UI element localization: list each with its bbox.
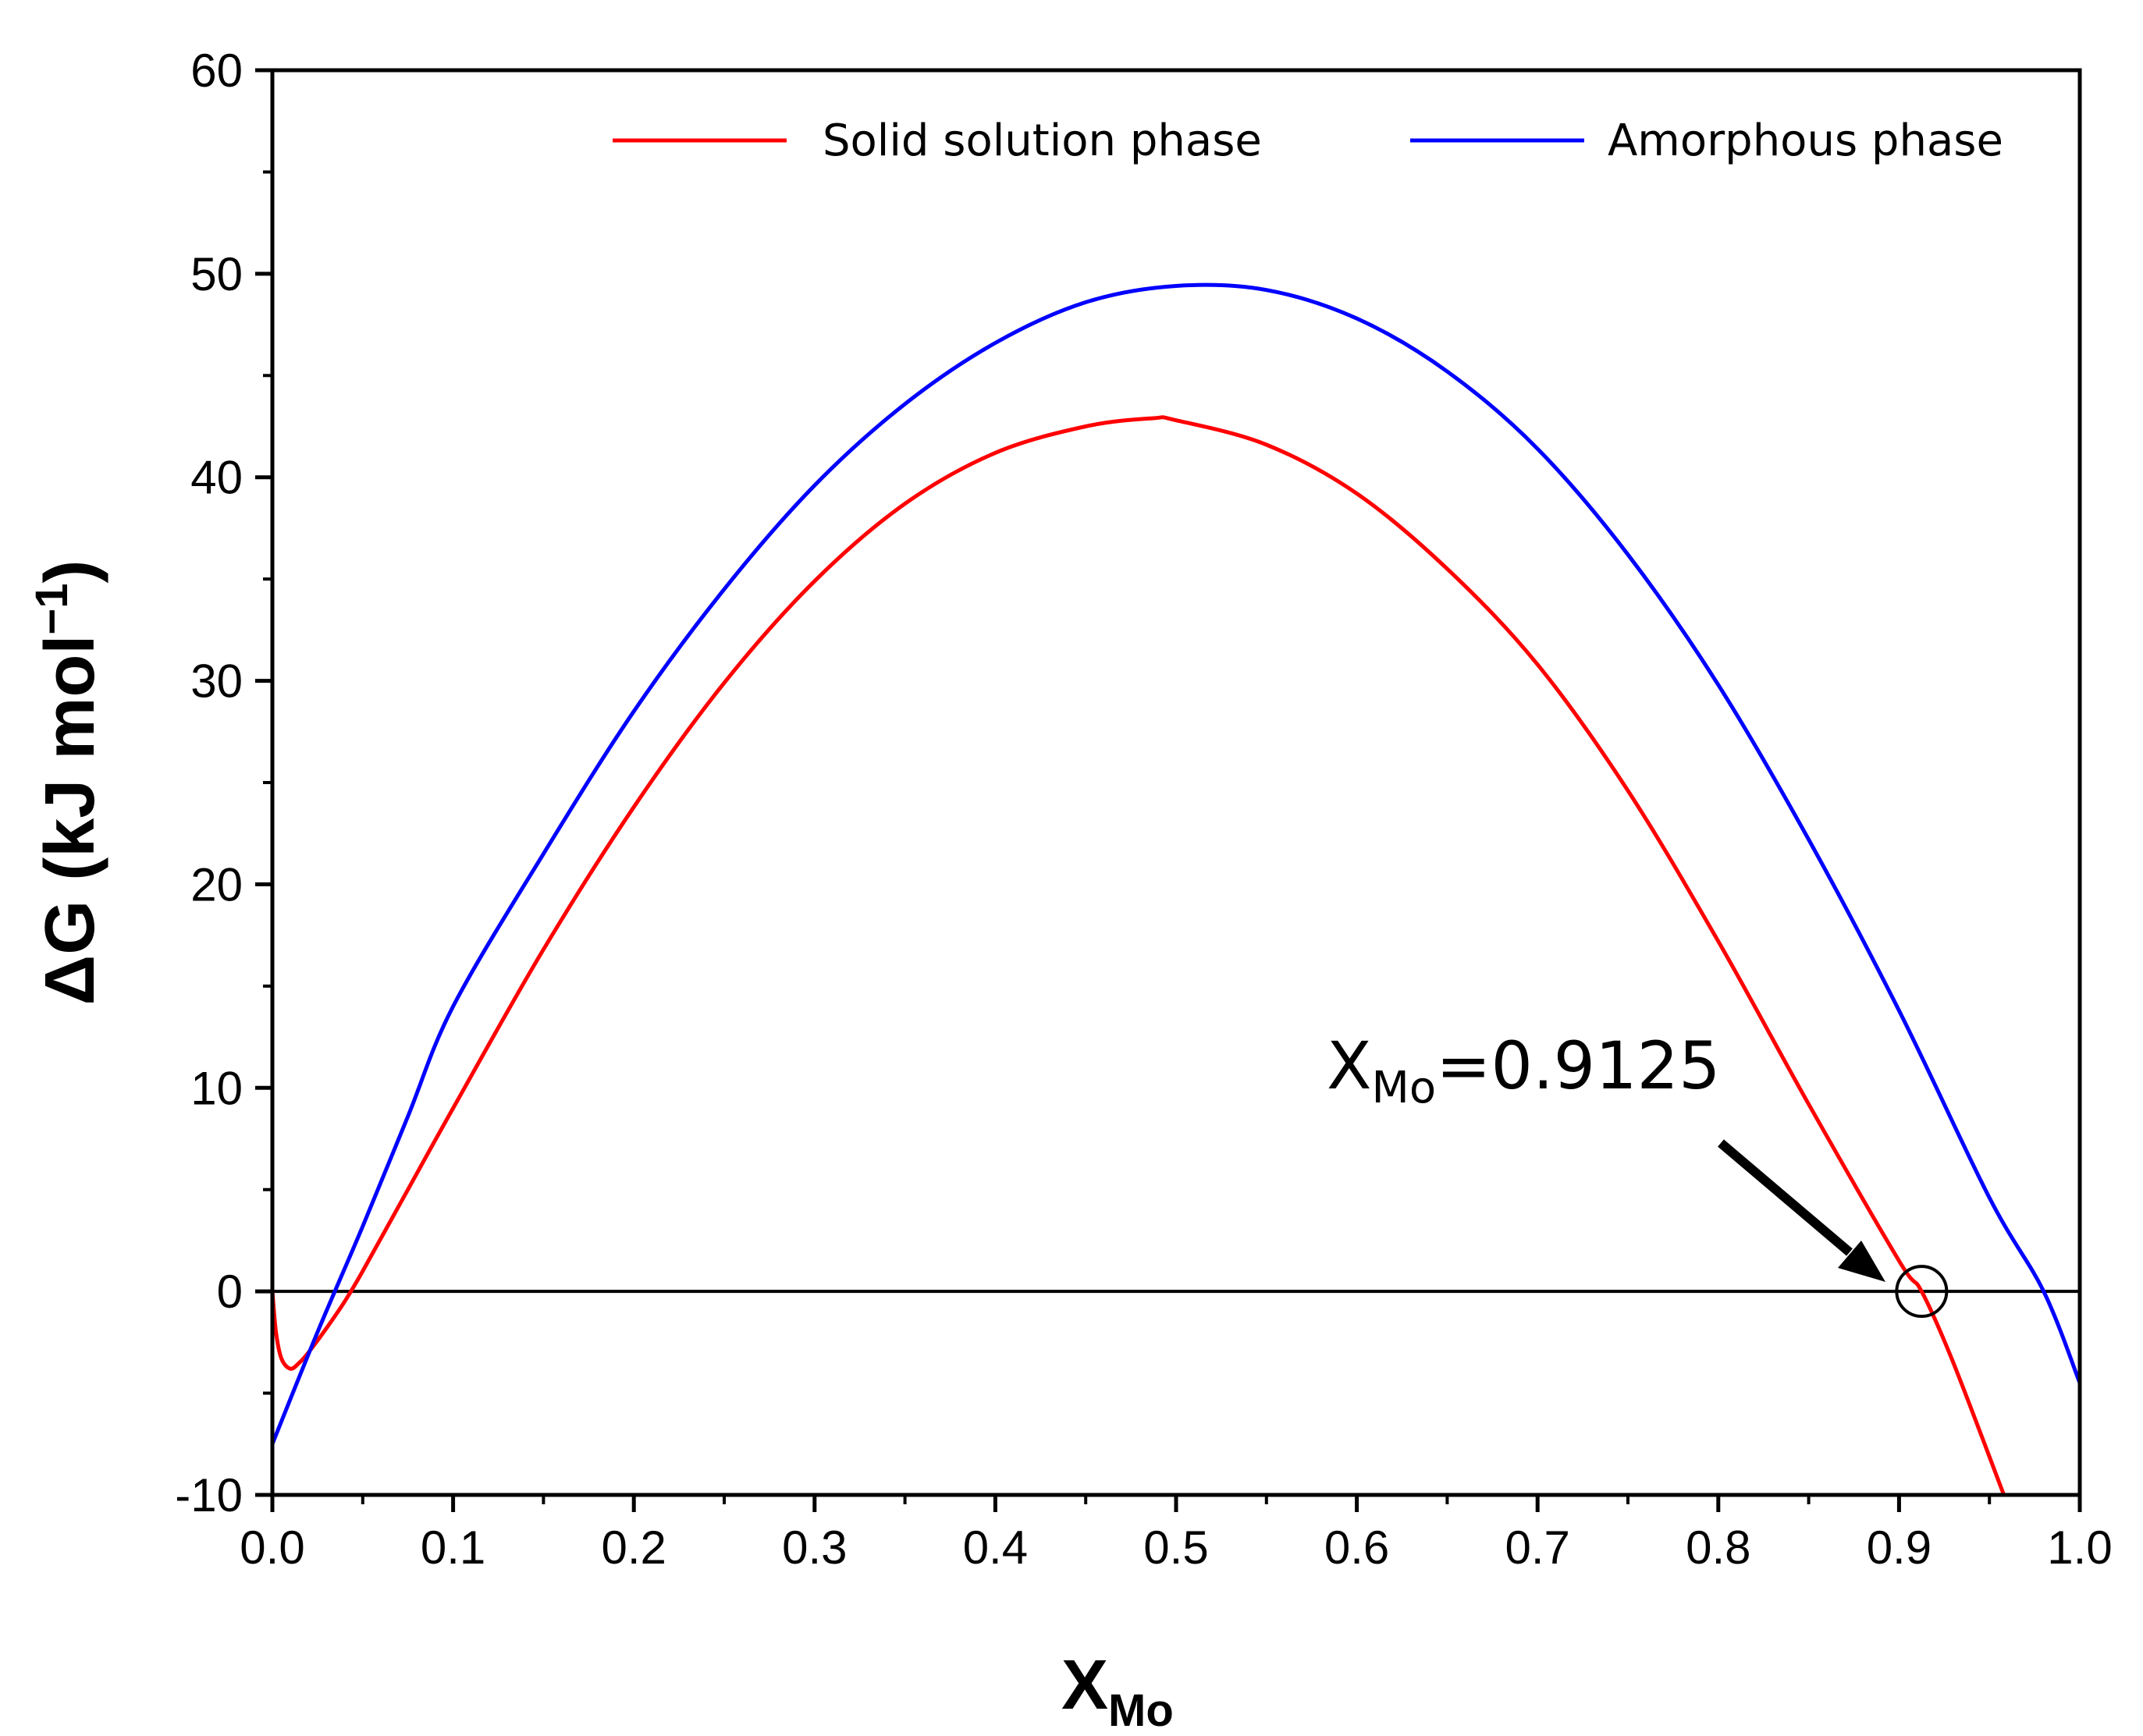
legend-label-solid-solution: Solid solution phase: [823, 115, 1262, 166]
y-tick-label: 60: [190, 44, 243, 97]
legend-label-amorphous: Amorphous phase: [1608, 115, 2003, 166]
legend: Solid solution phase Amorphous phase: [613, 115, 2003, 166]
series-solid-solution: [270, 415, 2006, 1497]
y-tick-label: 40: [190, 452, 243, 504]
y-axis-title: ΔG (kJ mol−1): [27, 560, 109, 1006]
annotation-label: XMo=0.9125: [1327, 1028, 1720, 1113]
x-tick-label: 0.6: [1324, 1521, 1389, 1574]
x-tick-label: 0.0: [240, 1521, 304, 1574]
annotation-arrow-head: [1838, 1241, 1885, 1282]
x-tick-label: 0.4: [963, 1521, 1028, 1574]
y-tick-label: 30: [190, 655, 243, 708]
annotation-arrow-shaft: [1718, 1139, 1853, 1256]
x-tick-label: 0.1: [421, 1521, 485, 1574]
series-amorphous: [270, 282, 2082, 1447]
x-axis-title: XMo: [1061, 1646, 1174, 1736]
annotation: XMo=0.9125: [1327, 1028, 1949, 1319]
x-tick-label: 0.5: [1143, 1521, 1208, 1574]
y-tick-label: -10: [175, 1469, 243, 1521]
x-tick-label: 0.3: [782, 1521, 847, 1574]
x-tick-label: 0.9: [1867, 1521, 1932, 1574]
x-tick-label: 0.7: [1505, 1521, 1569, 1574]
x-tick-label: 0.8: [1686, 1521, 1750, 1574]
y-tick-label: 0: [217, 1266, 243, 1318]
plot-frame: [270, 68, 2082, 1497]
y-tick-label: 10: [190, 1062, 243, 1114]
y-tick-label: 50: [190, 248, 243, 300]
x-tick-label: 1.0: [2047, 1521, 2112, 1574]
x-tick-label: 0.2: [601, 1521, 666, 1574]
y-tick-label: 20: [190, 858, 243, 911]
annotation-circle: [1895, 1265, 1949, 1319]
